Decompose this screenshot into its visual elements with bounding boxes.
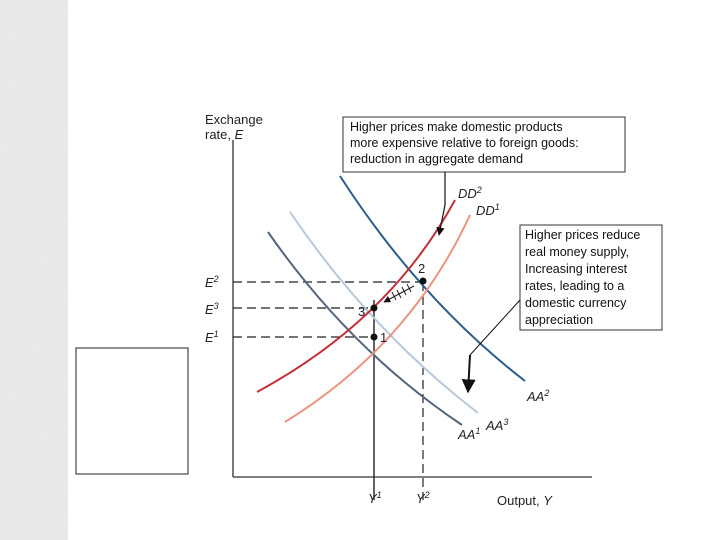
aa3-curve [289,211,479,414]
point-label: 1 [380,330,387,345]
callout-box [342,116,626,173]
level-label: E3 [205,301,219,317]
curve-label: DD2 [458,185,482,201]
level-label: Y1 [368,490,382,506]
adjustment-arrow [383,283,415,303]
y-axis-label: rate, E [205,127,244,142]
level-label: E2 [205,274,219,290]
callout-text: more expensive relative to foreign goods… [350,136,579,150]
callout-arrow [436,172,446,236]
x-axis-label: Output, Y [497,493,553,508]
callout-leader [469,299,521,356]
dd2-curve [256,199,456,393]
level-label: Y2 [416,490,430,506]
callout-arrow [461,354,476,394]
curve-label: AA2 [526,388,549,404]
callout-box [519,224,663,331]
callout-text: appreciation [525,313,593,327]
callout-text: domestic currency [525,296,627,310]
callout-text: real money supply, [525,245,629,259]
callout-text: reduction in aggregate demand [350,152,523,166]
point-2 [419,277,427,285]
marble-texture [0,0,68,540]
aa1-curve [267,231,463,426]
curve-label: AA3 [485,417,508,433]
curve-label: DD1 [476,202,500,218]
y-axis-label: Exchange [205,112,263,127]
callout-text: Higher prices reduce [525,228,640,242]
guides [233,281,424,500]
point-3 [370,304,378,312]
curve-label: AA1 [457,426,480,442]
point-label: 3 [358,304,365,319]
callout-text: Higher prices make domestic products [350,120,563,134]
point-label: 2 [418,261,425,276]
callout-text: rates, leading to a [525,279,624,293]
point-1 [370,333,378,341]
callout-text: Increasing interest [525,262,628,276]
empty-box [75,347,189,475]
dd1-curve [284,214,471,423]
level-label: E1 [205,329,219,345]
